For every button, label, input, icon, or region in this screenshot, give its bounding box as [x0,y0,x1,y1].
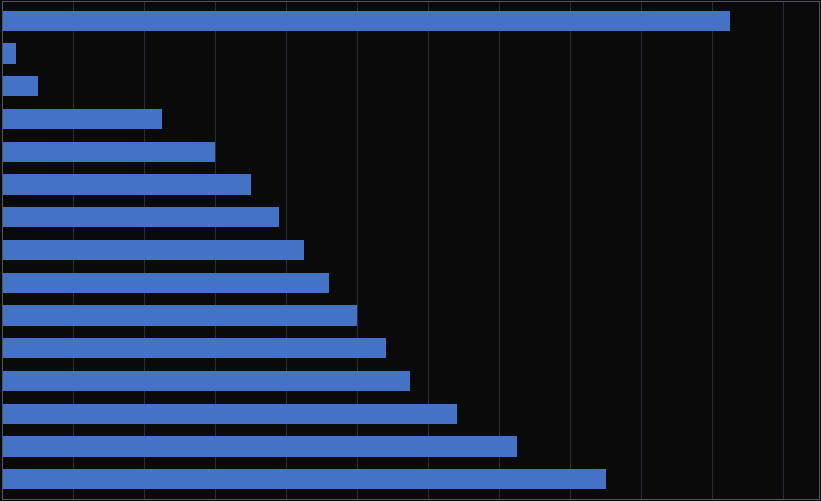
Bar [2,273,329,293]
Bar [2,240,304,261]
Bar [2,175,250,195]
Bar [2,44,16,65]
Bar [2,208,279,228]
Bar [2,12,730,32]
Bar [2,142,215,162]
Bar [2,436,517,457]
Bar [2,371,410,391]
Bar [2,110,162,130]
Bar [2,306,357,326]
Bar [2,404,456,424]
Bar [2,469,606,489]
Bar [2,339,386,359]
Bar [2,77,38,97]
